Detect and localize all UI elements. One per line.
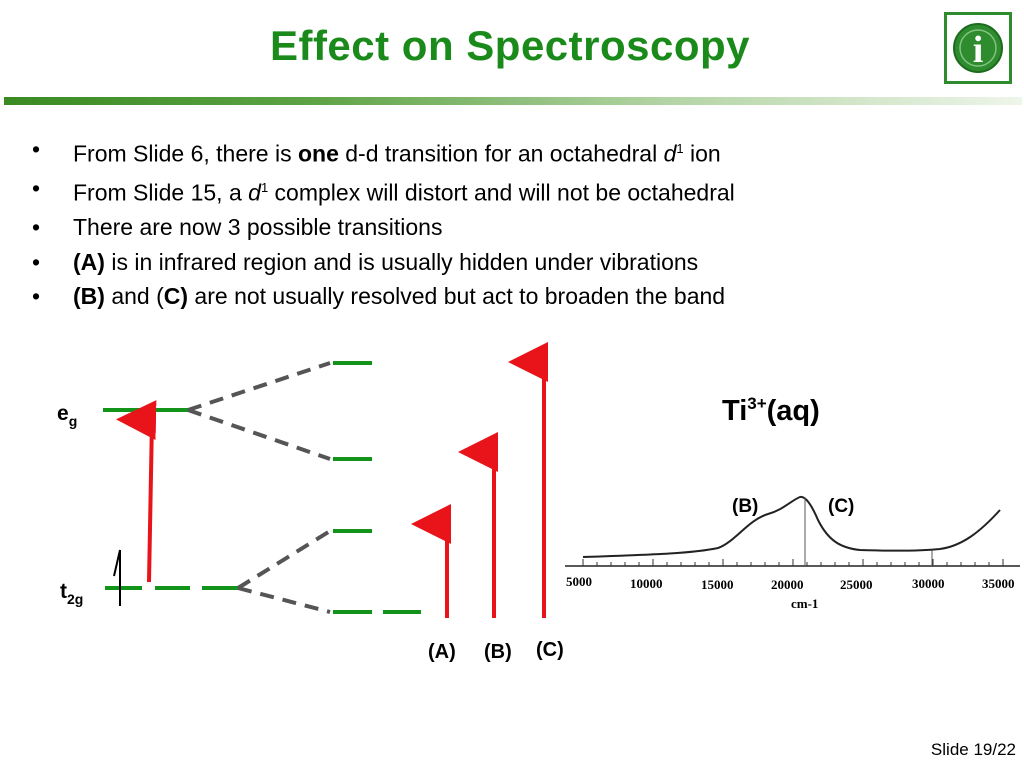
bullet-text: complex will distort and will not be oct… <box>268 179 735 206</box>
logo-badge: i <box>944 12 1012 84</box>
bullet-text: d <box>663 140 677 167</box>
bullet-item: • (B) and (C) are not usually resolved bu… <box>30 279 1010 314</box>
bullet-item: • (A) is in infrared region and is usuall… <box>30 245 1010 280</box>
spectrum-title: Ti3+(aq) <box>722 394 820 427</box>
svg-text:i: i <box>973 29 984 71</box>
tick-label-15000: 15000 <box>701 577 734 592</box>
bullet-item: • There are now 3 possible transitions <box>30 210 1010 245</box>
tick-label-30000: 30000 <box>912 576 945 591</box>
bullet-text: and ( <box>104 283 164 310</box>
t2g-label: t2g <box>60 580 83 607</box>
bullet-text: is in infrared region and is usually hid… <box>104 248 699 275</box>
split-levels <box>333 361 421 614</box>
transition-label-a: (A) <box>428 641 456 663</box>
tick-label-20000: 20000 <box>771 577 804 592</box>
absorption-curve <box>582 495 1001 558</box>
bullet-list: • From Slide 6, there is one d-d transiti… <box>30 132 1010 314</box>
d-d-transition-arrow <box>116 400 157 583</box>
tick-label-35000: 35000 <box>982 576 1015 591</box>
electron-spin-arrow <box>113 549 121 606</box>
tick-label-10000: 10000 <box>630 576 663 591</box>
peak-label-c: (C) <box>828 496 854 517</box>
bullet-dot: • <box>32 248 41 275</box>
title-underline <box>4 97 1022 105</box>
page-title: Effect on Spectroscopy <box>269 22 751 69</box>
bullet-text: one <box>297 140 339 167</box>
absorption-spectrum: 5000 10000 15000 20000 25000 30000 35000… <box>565 495 1020 611</box>
info-icon: i <box>953 23 1003 73</box>
bullet-text: ion <box>683 140 721 167</box>
transition-arrows <box>116 342 548 618</box>
bullet-dot: • <box>32 136 41 162</box>
correlation-lines <box>187 361 332 614</box>
bullet-dot: • <box>32 214 41 241</box>
bullet-text: d <box>248 179 261 206</box>
tick-label-5000: 5000 <box>566 574 592 589</box>
peak-label-b: (B) <box>732 496 758 517</box>
bullet-text: 1 <box>676 141 684 156</box>
axis-label: cm-1 <box>791 596 818 611</box>
bullet-text: 1 <box>260 180 269 196</box>
bullet-text: C) <box>163 283 189 310</box>
bullet-text: From Slide 6, there is <box>73 140 298 167</box>
bullet-item: • From Slide 6, there is one d-d transiti… <box>30 132 1010 171</box>
bullet-text: From Slide 15, a <box>73 179 249 206</box>
bullet-dot: • <box>32 175 41 202</box>
bullet-text: (B) <box>73 283 105 310</box>
eg-label: eg <box>57 402 77 429</box>
transition-label-b: (B) <box>484 641 512 663</box>
bullet-text: are not usually resolved but act to broa… <box>188 283 726 310</box>
bullet-text: (A) <box>73 248 105 275</box>
bullet-text: There are now 3 possible transitions <box>73 214 443 241</box>
slide-number: Slide 19/22 <box>930 740 1016 759</box>
bullet-dot: • <box>32 283 41 310</box>
tick-label-25000: 25000 <box>840 577 873 592</box>
transition-label-c: (C) <box>536 639 564 661</box>
bullet-item: • From Slide 15, a d1 complex will distor… <box>30 171 1010 210</box>
bullet-text: d-d transition for an octahedral <box>338 140 664 167</box>
